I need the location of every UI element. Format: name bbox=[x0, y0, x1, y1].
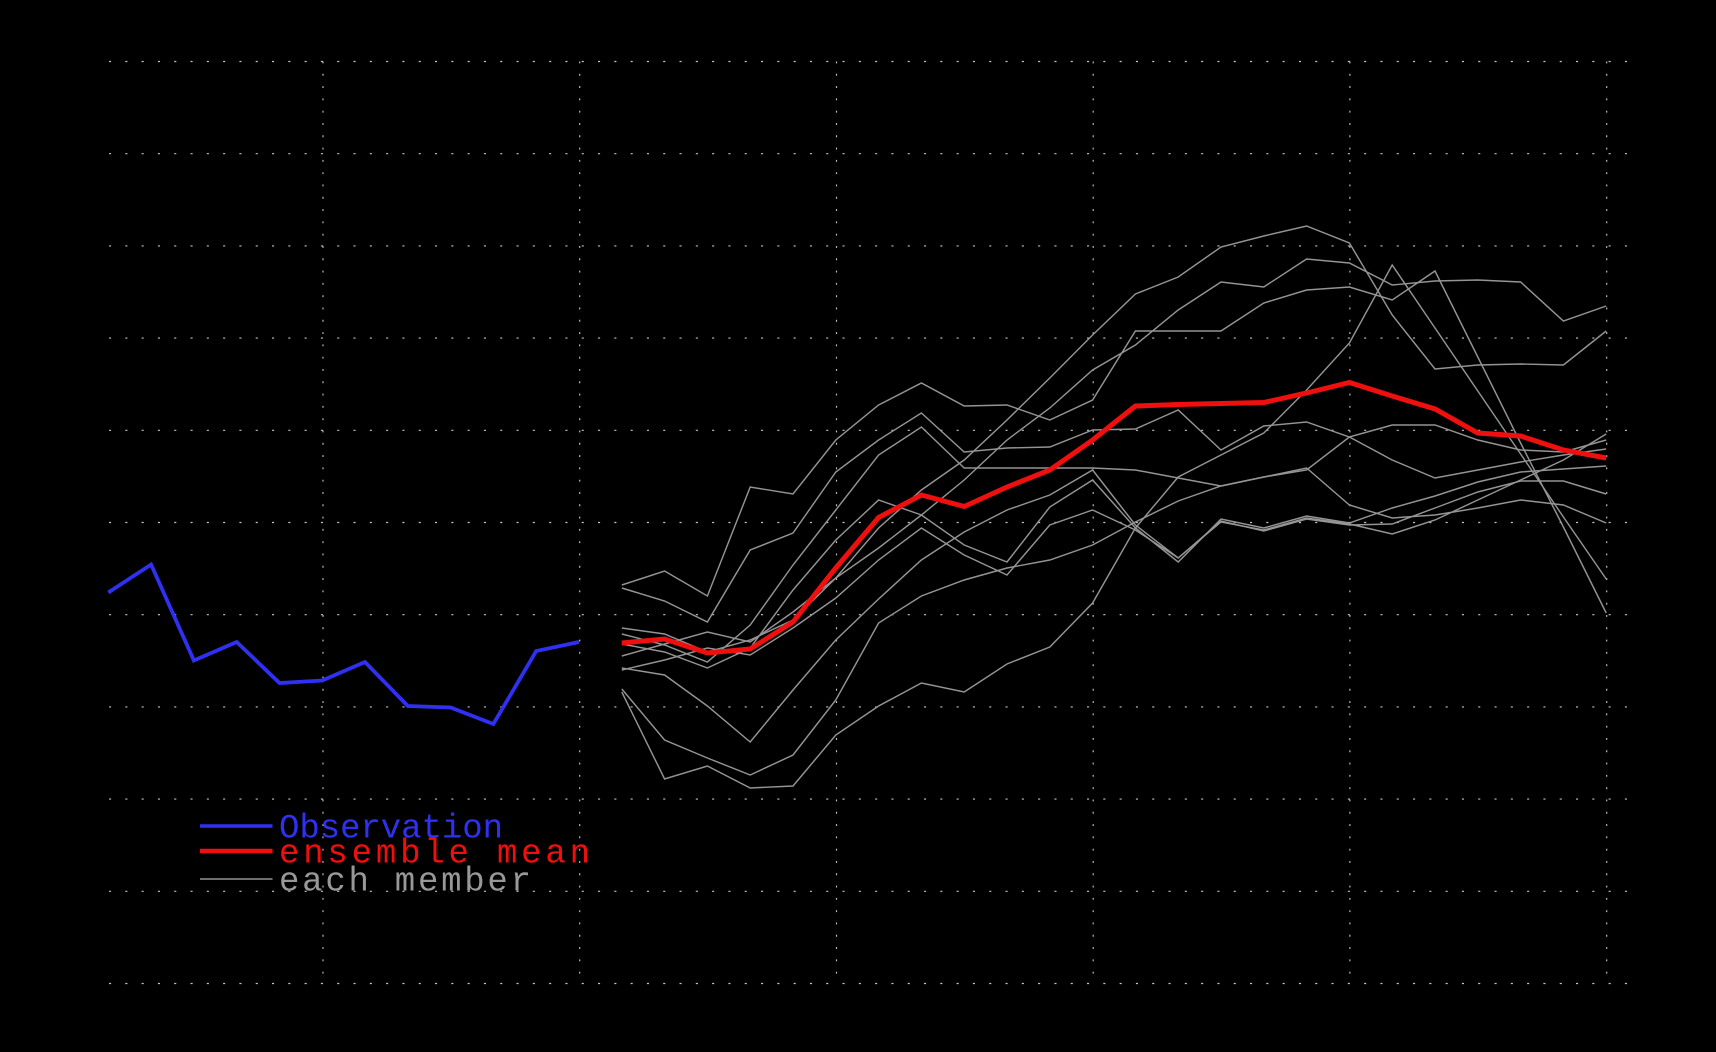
svg-text:ensemble mean: ensemble mean bbox=[279, 836, 590, 874]
svg-text:Observation: Observation bbox=[279, 811, 503, 849]
svg-text:each member: each member bbox=[279, 864, 531, 902]
